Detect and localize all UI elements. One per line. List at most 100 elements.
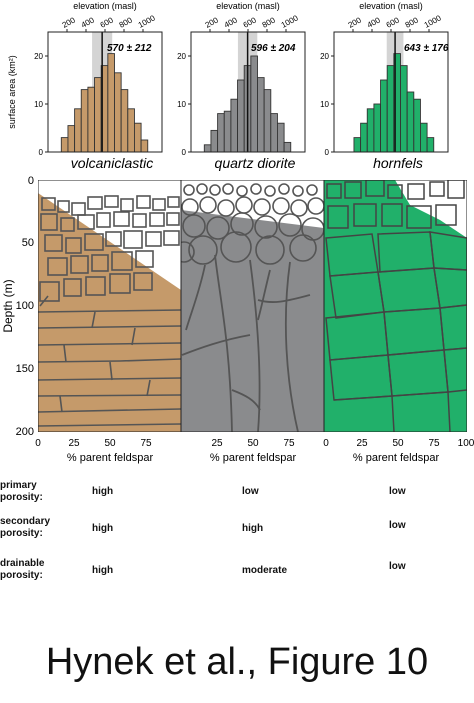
- y-tick-label: 20: [320, 52, 329, 61]
- histogram-bar: [380, 79, 388, 153]
- histogram-bar: [257, 77, 265, 153]
- histogram-bar: [353, 137, 362, 153]
- feldspar-tick: 25: [356, 438, 368, 449]
- value-drainable-quartz-diorite: moderate: [242, 565, 288, 576]
- value-secondary-quartz-diorite: high: [242, 523, 264, 534]
- histogram-bars: [353, 32, 435, 153]
- histogram-bar: [80, 89, 89, 153]
- feldspar-axis-label: % parent feldspar: [353, 452, 440, 464]
- feldspar-ticks: 0 25 50 75 25 50 75 0 25 50 75 100: [35, 438, 474, 449]
- y-tick-label: 10: [320, 100, 329, 109]
- y-tick-label: 0: [325, 148, 330, 157]
- x-tick-label: 400: [223, 15, 239, 29]
- mean-annotation: 596 ± 204: [251, 43, 296, 54]
- histogram-bar: [366, 108, 375, 153]
- xaxis-label: elevation (masl): [73, 1, 137, 11]
- histogram-bars: [60, 32, 149, 153]
- histogram-bar: [120, 89, 129, 153]
- x-tick-label: 400: [80, 15, 96, 29]
- profile-quartz-diorite: [181, 180, 324, 432]
- histogram-volcaniclastic: elevation (masl) volcaniclastic 570 ± 21…: [7, 1, 163, 171]
- feldspar-axis-labels: % parent feldspar % parent feldspar % pa…: [67, 452, 440, 464]
- yaxis-label: surface area (km²): [7, 55, 17, 129]
- feldspar-tick: 25: [211, 438, 223, 449]
- value-primary-hornfels: low: [389, 486, 406, 497]
- x-tick-label: 1000: [137, 13, 157, 30]
- x-tick-label: 800: [118, 15, 134, 29]
- histogram-bar: [277, 122, 285, 153]
- histogram-bar: [140, 139, 149, 153]
- x-tick-label: 600: [385, 15, 401, 29]
- x-tick-label: 200: [347, 15, 363, 29]
- fractures: [181, 254, 311, 432]
- corestones: [325, 180, 467, 432]
- corestones: [181, 183, 324, 265]
- y-tick-label: 0: [182, 148, 187, 157]
- histogram-bar: [420, 122, 428, 153]
- x-tick-label: 1000: [280, 13, 300, 30]
- depth-tick: 0: [28, 175, 34, 187]
- histogram-bar: [373, 103, 381, 153]
- y-tick-label: 20: [177, 52, 186, 61]
- histogram-bar: [203, 144, 212, 153]
- histogram-bar: [413, 98, 421, 153]
- feldspar-tick: 75: [283, 438, 295, 449]
- depth-ticks: 0 50 100 150 200: [16, 175, 34, 438]
- histogram-hornfels: elevation (masl) hornfels 643 ± 176 200 4…: [320, 1, 449, 171]
- feldspar-axis-label: % parent feldspar: [210, 452, 297, 464]
- value-primary-quartz-diorite: low: [242, 486, 259, 497]
- feldspar-tick: 75: [428, 438, 440, 449]
- x-tick-label: 400: [366, 15, 382, 29]
- figure-caption: Hynek et al., Figure 10: [45, 641, 429, 683]
- x-tick-label: 800: [404, 15, 420, 29]
- histogram-bar: [67, 125, 76, 153]
- histogram-bar: [250, 55, 258, 153]
- histogram-bar: [270, 113, 278, 153]
- histogram-bar: [127, 108, 135, 153]
- value-drainable-hornfels: low: [389, 561, 406, 572]
- profile-hornfels: [324, 180, 467, 432]
- feldspar-tick: 0: [323, 438, 329, 449]
- weathered-zone: [324, 180, 467, 432]
- histogram-bar: [386, 65, 395, 153]
- histogram-bar: [230, 98, 238, 153]
- histogram-bar: [406, 91, 415, 153]
- feldspar-tick: 25: [68, 438, 80, 449]
- histogram-bar: [400, 65, 408, 153]
- histogram-bar: [133, 122, 142, 153]
- feldspar-tick: 50: [247, 438, 259, 449]
- feldspar-tick: 50: [104, 438, 116, 449]
- feldspar-tick: 75: [140, 438, 152, 449]
- histogram-bar: [237, 79, 245, 153]
- histogram-bar: [94, 77, 102, 153]
- value-drainable-volcaniclastic: high: [92, 565, 114, 576]
- panel-title: volcaniclastic: [71, 155, 153, 171]
- depth-tick: 100: [16, 300, 34, 312]
- histogram-quartz-diorite: elevation (masl) quartz diorite 596 ± 20…: [177, 1, 306, 171]
- row-label-secondary: secondary porosity:: [0, 516, 51, 539]
- depth-axis-label: Depth (m): [1, 279, 15, 332]
- value-primary-volcaniclastic: high: [92, 486, 114, 497]
- x-tick-label: 600: [99, 15, 115, 29]
- y-tick-label: 10: [177, 100, 186, 109]
- value-secondary-hornfels: low: [389, 520, 406, 531]
- histogram-bar: [74, 108, 82, 153]
- histogram-bar: [360, 122, 368, 153]
- histogram-bar: [426, 137, 435, 153]
- row-label-primary: primary porosity:: [0, 480, 43, 503]
- mean-annotation: 643 ± 176: [404, 43, 449, 54]
- x-tick-label: 200: [61, 15, 77, 29]
- histogram-bar: [87, 86, 96, 153]
- histogram-bar: [223, 110, 232, 153]
- y-tick-label: 0: [39, 148, 44, 157]
- feldspar-tick: 100: [458, 438, 474, 449]
- x-tick-label: 200: [204, 15, 220, 29]
- fractures: [38, 295, 181, 427]
- row-label-drainable: drainable porosity:: [0, 558, 45, 581]
- xaxis-label: elevation (masl): [359, 1, 423, 11]
- histogram-bar: [283, 141, 292, 153]
- panel-title: hornfels: [373, 155, 423, 171]
- feldspar-axis-label: % parent feldspar: [67, 452, 154, 464]
- y-tick-label: 10: [34, 100, 43, 109]
- mean-annotation: 570 ± 212: [107, 43, 152, 54]
